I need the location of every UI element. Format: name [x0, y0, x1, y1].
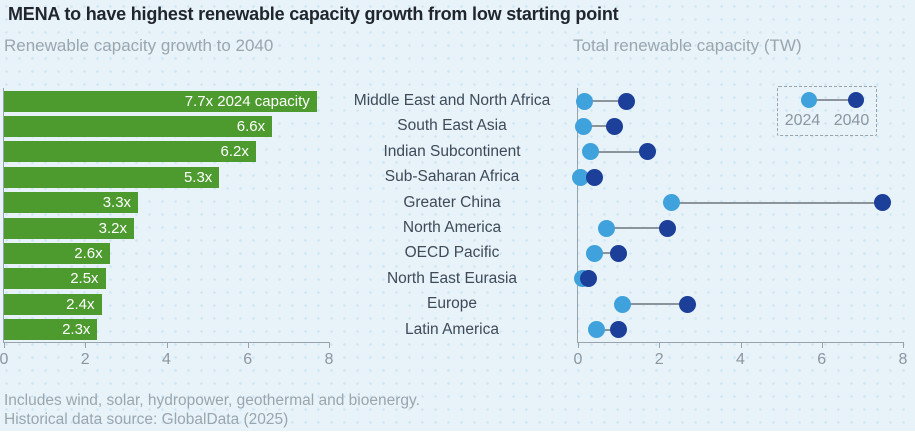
- dot-2040: [610, 244, 628, 262]
- legend-dot-2024: [801, 92, 817, 108]
- dumbbell-line: [594, 252, 619, 255]
- growth-bar: 6.2x: [4, 141, 256, 163]
- chart-title: MENA to have highest renewable capacity …: [8, 4, 619, 24]
- region-label: North East Eurasia: [386, 269, 518, 287]
- dot-2040: [618, 92, 636, 110]
- legend-labels: 2024 2040: [778, 112, 876, 130]
- dumbbell-line: [584, 100, 627, 102]
- region-label: Indian Subcontinent: [383, 142, 521, 160]
- bar-value-label: 6.2x: [220, 143, 249, 161]
- growth-bar: 2.3x: [4, 319, 98, 341]
- bar-value-label: 3.3x: [102, 194, 132, 212]
- x-axis-tick: [578, 342, 579, 348]
- bar-value-label: 5.3x: [183, 168, 213, 186]
- x-axis-tick-label: 2: [654, 351, 664, 368]
- growth-bar: 7.7x 2024 capacity: [4, 90, 317, 112]
- growth-bar: 2.6x: [4, 242, 110, 264]
- growth-bar: 3.2x: [4, 217, 134, 239]
- region-label: North America: [402, 219, 502, 236]
- dumbbell-line: [583, 125, 615, 128]
- dot-2024: [575, 92, 593, 110]
- chart-canvas: MENA to have highest renewable capacity …: [0, 0, 915, 431]
- growth-bar: 6.6x: [4, 115, 273, 137]
- x-axis-tick: [85, 342, 87, 348]
- dot-2024: [575, 117, 593, 135]
- x-axis-tick-label: 6: [243, 351, 253, 368]
- bar-value-label: 3.2x: [98, 219, 127, 237]
- legend-label-2040: 2040: [833, 112, 870, 129]
- right-panel-subtitle: Total renewable capacity (TW): [573, 36, 802, 55]
- x-axis-tick-label: 4: [736, 351, 745, 368]
- dot-2024: [614, 295, 632, 313]
- region-label: Europe: [427, 295, 477, 313]
- dot-2040: [658, 219, 676, 237]
- dot-2040: [874, 194, 892, 212]
- x-axis-tick: [903, 342, 904, 348]
- dumbbell-line: [622, 303, 688, 306]
- dumbbell-line: [606, 227, 668, 229]
- left-panel-subtitle: Renewable capacity growth to 2040: [4, 36, 274, 55]
- dot-2024: [581, 143, 599, 161]
- x-axis-tick: [659, 342, 661, 348]
- x-axis-tick-label: 2: [80, 351, 90, 368]
- region-label: Sub-Saharan Africa: [384, 168, 520, 186]
- x-axis-tick: [821, 342, 823, 348]
- dot-2024: [572, 168, 590, 186]
- footnote-coverage: Includes wind, solar, hydropower, geothe…: [4, 392, 420, 409]
- dot-2040: [579, 270, 597, 288]
- dumbbell-line: [671, 201, 883, 204]
- x-axis-tick-label: 0: [0, 351, 9, 368]
- bar-value-label: 2.3x: [62, 321, 91, 339]
- dot-2024: [585, 244, 603, 262]
- bar-value-label: 2.4x: [66, 295, 95, 313]
- legend-graphic: [778, 87, 876, 111]
- x-axis-tick-label: 8: [324, 351, 334, 368]
- dot-2024: [662, 194, 680, 212]
- x-axis-tick-label: 0: [573, 351, 583, 368]
- dot-2040: [585, 168, 603, 186]
- bar-value-label: 2.6x: [74, 244, 103, 262]
- dot-2040: [638, 143, 656, 161]
- x-axis-tick: [740, 342, 742, 348]
- x-axis-tick: [329, 342, 330, 348]
- y-axis-line: [577, 88, 578, 342]
- growth-bar: 3.3x: [4, 192, 139, 214]
- dot-2024: [597, 219, 615, 237]
- growth-bar: 2.5x: [4, 268, 106, 290]
- growth-bar: 2.4x: [4, 293, 102, 315]
- bar-value-label: 7.7x 2024 capacity: [184, 92, 310, 110]
- bar-value-label: 6.6x: [236, 117, 266, 135]
- growth-bar: 5.3x: [4, 166, 220, 188]
- region-label: Middle East and North Africa: [353, 92, 551, 109]
- x-axis-tick-label: 4: [162, 351, 171, 368]
- y-axis-line: [3, 88, 4, 342]
- legend-dot-2040: [848, 92, 864, 108]
- region-label: South East Asia: [397, 117, 507, 135]
- dot-2040: [679, 295, 697, 313]
- legend-connector-line: [809, 99, 856, 101]
- legend-label-2024: 2024: [784, 112, 821, 129]
- x-axis-tick: [4, 342, 5, 348]
- bar-value-label: 2.5x: [70, 270, 99, 288]
- dot-2024: [587, 321, 605, 339]
- x-axis-tick: [166, 342, 168, 348]
- dumbbell-line: [590, 150, 648, 153]
- region-label: OECD Pacific: [404, 244, 500, 262]
- dumbbell-line: [596, 328, 619, 331]
- region-label: Greater China: [403, 193, 501, 211]
- x-axis-tick-label: 6: [817, 351, 827, 368]
- x-axis-tick: [247, 342, 249, 348]
- legend: 2024 2040: [777, 86, 877, 136]
- region-label: Latin America: [405, 320, 499, 338]
- dot-2040: [606, 117, 624, 135]
- x-axis-tick-label: 8: [898, 351, 908, 368]
- footnote-source: Historical data source: GlobalData (2025…: [4, 411, 289, 428]
- dot-2040: [610, 321, 628, 339]
